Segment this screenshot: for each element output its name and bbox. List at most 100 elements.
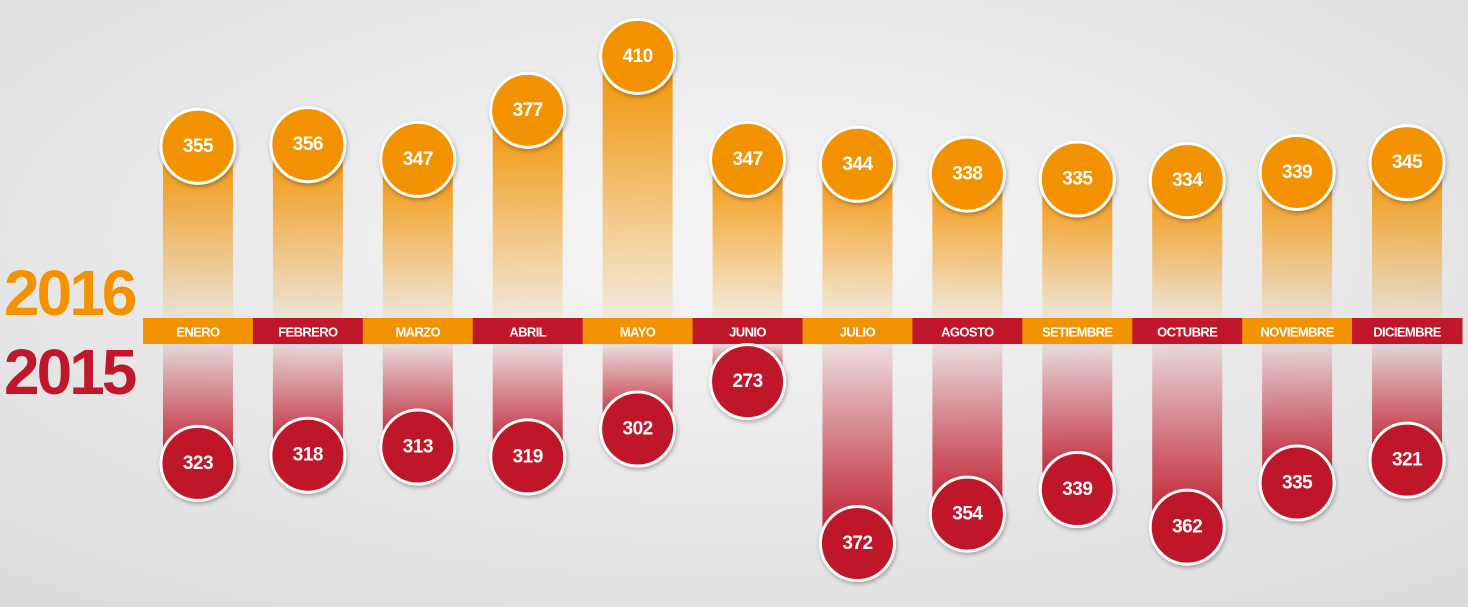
- month-strip: [252, 318, 364, 344]
- bubble: [1148, 142, 1226, 220]
- value-label: 354: [952, 504, 983, 525]
- month-strip: [472, 318, 584, 344]
- month-label: AGOSTO: [941, 325, 994, 340]
- bubble: [928, 135, 1006, 213]
- month-label: NOVIEMBRE: [1260, 325, 1334, 340]
- legend-2015: 2015: [4, 336, 136, 408]
- bubble: [599, 390, 677, 468]
- bubble-bar: 347: [709, 120, 787, 318]
- bubble-bar: 372: [818, 344, 896, 583]
- value-label: 335: [1282, 473, 1313, 494]
- month-label: MAYO: [620, 325, 656, 340]
- value-label: 302: [623, 419, 653, 440]
- bubble: [489, 418, 567, 496]
- value-label: 362: [1172, 517, 1202, 538]
- bubble: [1038, 140, 1116, 218]
- value-label: 356: [293, 134, 323, 155]
- bubble: [489, 71, 567, 149]
- value-label: 339: [1282, 162, 1312, 183]
- month-strip: [1242, 318, 1353, 344]
- bubble-bar: 313: [379, 344, 457, 486]
- bubble: [1368, 421, 1446, 499]
- bubble-bar: 334: [1148, 142, 1226, 318]
- value-label: 347: [732, 149, 762, 170]
- bubble: [818, 125, 896, 203]
- bubble-bar: 339: [1038, 344, 1116, 529]
- value-label: 334: [1172, 170, 1203, 191]
- bubble: [1258, 444, 1336, 522]
- value-label: 355: [183, 136, 214, 157]
- value-label: 338: [952, 164, 982, 185]
- month-label: SETIEMBRE: [1042, 325, 1113, 340]
- bubble: [269, 106, 347, 184]
- value-label: 319: [513, 446, 543, 467]
- bubble: [818, 505, 896, 583]
- month-label: DICIEMBRE: [1373, 325, 1441, 340]
- month-strip: [582, 318, 694, 344]
- month-strip: [1352, 318, 1463, 344]
- bubble: [709, 120, 787, 198]
- month-strip: [1132, 318, 1243, 344]
- bubble: [269, 416, 347, 494]
- bubble-bar: 345: [1368, 124, 1446, 318]
- month-strip: [362, 318, 474, 344]
- bubble-bar: 362: [1148, 344, 1226, 566]
- bubble: [379, 408, 457, 486]
- legend-2016: 2016: [4, 257, 136, 329]
- bubble: [1038, 451, 1116, 529]
- bubble: [159, 107, 237, 185]
- value-label: 273: [732, 371, 762, 392]
- value-label: 410: [623, 46, 653, 67]
- bubble-bar: 273: [709, 343, 787, 421]
- value-label: 313: [403, 437, 433, 458]
- value-label: 318: [293, 445, 323, 466]
- month-label: JULIO: [840, 325, 876, 340]
- value-label: 347: [403, 149, 433, 170]
- bubble: [159, 424, 237, 502]
- bubble-bar: 335: [1038, 140, 1116, 318]
- bubble-bar: 355: [159, 107, 237, 318]
- bubble: [928, 475, 1006, 553]
- bubble-bar: 321: [1368, 344, 1446, 499]
- bubble-bar: 335: [1258, 344, 1336, 522]
- value-label: 321: [1392, 450, 1423, 471]
- month-label: FEBRERO: [278, 325, 338, 340]
- bubble-bar: 347: [379, 120, 457, 318]
- month-strip: [1022, 318, 1133, 344]
- value-label: 345: [1392, 152, 1423, 173]
- bubble: [709, 343, 787, 421]
- month-label: JUNIO: [729, 325, 766, 340]
- bubble: [1148, 488, 1226, 566]
- bubble-bar: 339: [1258, 133, 1336, 318]
- bar: [602, 56, 673, 319]
- bubble-bar: 410: [599, 17, 677, 319]
- bubble: [1258, 133, 1336, 211]
- value-label: 335: [1062, 169, 1093, 190]
- month-label: MARZO: [395, 325, 440, 340]
- month-strip: [143, 318, 254, 344]
- month-label: ABRIL: [509, 325, 546, 340]
- value-label: 344: [842, 154, 873, 175]
- month-label: ENERO: [176, 325, 220, 340]
- bubble: [379, 120, 457, 198]
- bubble-bar: 338: [928, 135, 1006, 318]
- bubble: [1368, 124, 1446, 202]
- bubble-bar: 354: [928, 344, 1006, 553]
- value-label: 372: [842, 533, 872, 554]
- month-strip: [802, 318, 913, 344]
- value-label: 323: [183, 453, 213, 474]
- bubble-bar: 318: [269, 344, 347, 494]
- month-strip: [692, 318, 803, 344]
- value-label: 377: [513, 100, 543, 121]
- bubble-bar: 344: [818, 125, 896, 318]
- bubble-bar: 323: [159, 344, 237, 502]
- bubble-bar: 319: [489, 344, 567, 496]
- value-label: 339: [1062, 479, 1092, 500]
- bubble-bar: 302: [599, 344, 677, 468]
- bubble-bar: 356: [269, 106, 347, 318]
- bubble-bar: 377: [489, 71, 567, 318]
- month-label: OCTUBRE: [1157, 325, 1218, 340]
- bubble: [599, 17, 677, 95]
- month-strip: [912, 318, 1023, 344]
